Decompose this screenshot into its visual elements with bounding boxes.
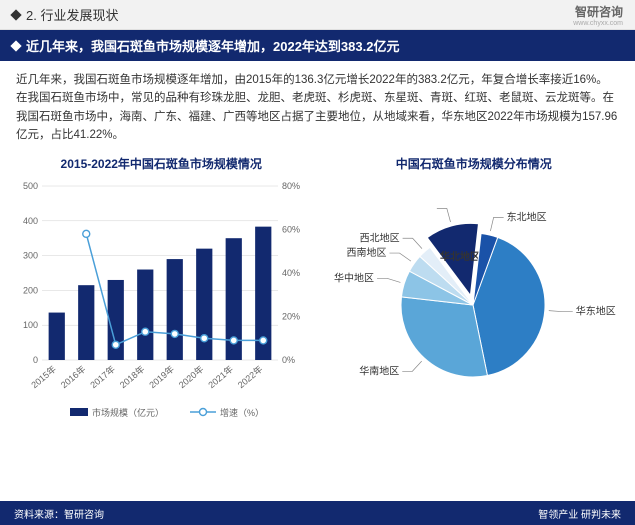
bar	[167, 259, 183, 360]
svg-text:增速（%）: 增速（%）	[220, 407, 264, 418]
svg-text:2015年: 2015年	[29, 363, 58, 390]
pie-label: 西北地区	[359, 231, 399, 244]
svg-text:400: 400	[23, 215, 38, 225]
title-bar: 近几年来，我国石斑鱼市场规模逐年增加，2022年达到383.2亿元	[0, 30, 635, 61]
pie-chart: 华东地区华南地区 华中地区 西南地区 西北地区华北地区 东北地区	[323, 180, 623, 430]
pie-label: 华中地区	[334, 271, 374, 284]
svg-text:0: 0	[33, 355, 38, 365]
svg-text:100: 100	[23, 320, 38, 330]
line-marker	[201, 334, 208, 341]
line-marker	[142, 328, 149, 335]
bar	[49, 312, 65, 359]
bar-chart-column: 2015-2022年中国石斑鱼市场规模情况 0 100 200 300 400 500 0%…	[10, 155, 313, 430]
pie-chart-column: 中国石斑鱼市场规模分布情况 华东地区华南地区 华中地区 西南地区 西北地区华北地区 东北…	[323, 155, 626, 430]
svg-text:20%: 20%	[282, 311, 300, 321]
diamond-icon	[10, 40, 21, 51]
svg-text:300: 300	[23, 250, 38, 260]
body-paragraph: 近几年来，我国石斑鱼市场规模逐年增加，由2015年的136.3亿元增长2022年…	[0, 61, 635, 155]
pie-label: 华北地区	[440, 250, 480, 263]
pie-label: 东北地区	[506, 210, 546, 223]
diamond-icon	[10, 9, 21, 20]
line-marker	[260, 336, 267, 343]
svg-text:500: 500	[23, 181, 38, 191]
svg-text:2019年: 2019年	[147, 363, 176, 390]
line-marker	[112, 341, 119, 348]
svg-text:2017年: 2017年	[88, 363, 117, 390]
footer-source: 资料来源：智研咨询	[14, 506, 104, 521]
brand-block: 智研咨询 www.chyxx.com	[573, 3, 623, 27]
pie-label: 西南地区	[346, 246, 386, 259]
svg-text:0%: 0%	[282, 355, 295, 365]
pie-label: 华东地区	[575, 304, 615, 317]
footer-bar: 资料来源：智研咨询 智领产业 研判未来	[0, 501, 635, 525]
charts-row: 2015-2022年中国石斑鱼市场规模情况 0 100 200 300 400 500 0%…	[0, 155, 635, 430]
svg-text:2022年: 2022年	[235, 363, 264, 390]
bar-chart-title: 2015-2022年中国石斑鱼市场规模情况	[10, 155, 313, 172]
section-label-wrap: 2. 行业发展现状	[12, 5, 118, 24]
svg-text:60%: 60%	[282, 224, 300, 234]
brand-name: 智研咨询	[573, 3, 623, 20]
bar	[196, 248, 212, 359]
title-text: 近几年来，我国石斑鱼市场规模逐年增加，2022年达到383.2亿元	[26, 36, 399, 55]
header-bar: 2. 行业发展现状 智研咨询 www.chyxx.com	[0, 0, 635, 30]
bar	[78, 285, 94, 360]
pie-label: 华南地区	[359, 364, 399, 377]
svg-text:40%: 40%	[282, 268, 300, 278]
svg-text:2018年: 2018年	[117, 363, 146, 390]
svg-text:2016年: 2016年	[58, 363, 87, 390]
line-marker	[83, 230, 90, 237]
svg-text:80%: 80%	[282, 181, 300, 191]
bar	[137, 269, 153, 359]
line-marker	[230, 336, 237, 343]
brand-url: www.chyxx.com	[573, 20, 623, 27]
line-marker	[171, 330, 178, 337]
pie-chart-title: 中国石斑鱼市场规模分布情况	[323, 155, 626, 172]
svg-text:2021年: 2021年	[206, 363, 235, 390]
section-label: 2. 行业发展现状	[26, 5, 118, 24]
svg-text:2020年: 2020年	[176, 363, 205, 390]
svg-text:200: 200	[23, 285, 38, 295]
svg-text:市场规模（亿元）: 市场规模（亿元）	[92, 407, 164, 418]
footer-tagline: 智领产业 研判未来	[538, 506, 621, 521]
bar-line-chart: 0 100 200 300 400 500 0% 20% 40% 60% 80% 2015年2016年…	[10, 180, 310, 430]
